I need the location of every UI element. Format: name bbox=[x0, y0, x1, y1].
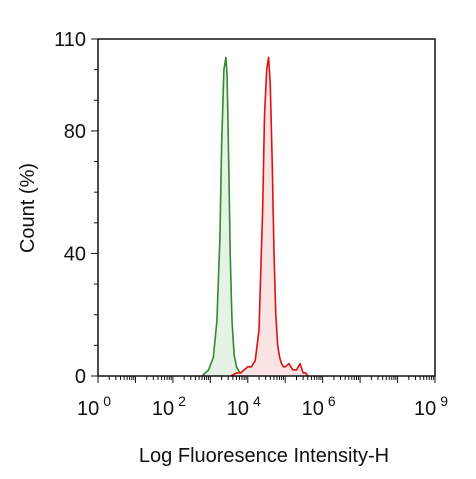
y-axis-title: Count (%) bbox=[17, 163, 39, 253]
y-tick-label: 110 bbox=[54, 29, 86, 51]
y-tick-label: 0 bbox=[75, 366, 86, 388]
series-2-area bbox=[230, 57, 308, 377]
y-axis: 0 40 80 110 bbox=[54, 29, 98, 388]
series-1-line bbox=[201, 56, 245, 377]
x-axis: 10 0 10 2 10 4 10 6 10 9 bbox=[77, 376, 448, 420]
plot-frame bbox=[97, 38, 436, 377]
x-tick-label: 10 4 bbox=[227, 393, 261, 420]
series-layer bbox=[201, 56, 309, 377]
x-tick-label: 10 9 bbox=[414, 393, 448, 420]
x-axis-title: Log Fluoresence Intensity-H bbox=[139, 445, 389, 467]
x-tick-label: 10 6 bbox=[302, 393, 336, 420]
y-tick-label: 80 bbox=[64, 121, 86, 143]
series-2-line bbox=[230, 56, 309, 377]
series-1-area bbox=[202, 57, 245, 377]
y-tick-label: 40 bbox=[64, 243, 86, 265]
x-tick-label: 10 0 bbox=[77, 393, 111, 420]
x-tick-label: 10 2 bbox=[152, 393, 186, 420]
